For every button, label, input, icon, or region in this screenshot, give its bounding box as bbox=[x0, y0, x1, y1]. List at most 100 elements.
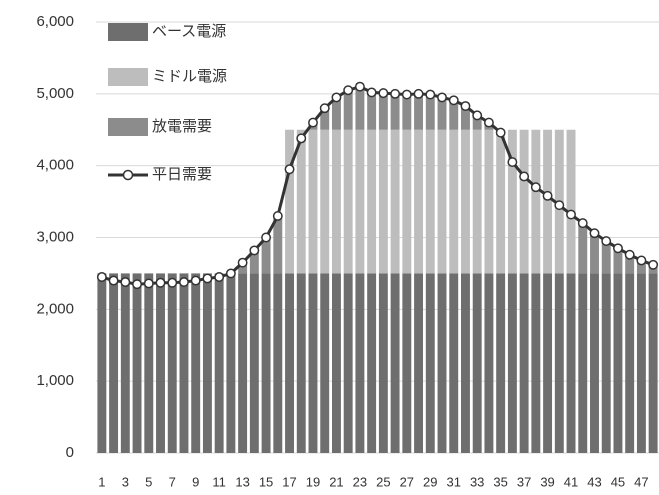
bar bbox=[132, 273, 142, 453]
line-point bbox=[612, 243, 623, 254]
bar bbox=[425, 273, 435, 453]
line-point bbox=[202, 273, 213, 284]
bar bbox=[507, 129, 517, 274]
x-tick-label: 23 bbox=[353, 474, 367, 489]
x-tick-label: 7 bbox=[169, 474, 176, 489]
bar bbox=[378, 93, 388, 130]
bar bbox=[636, 260, 646, 274]
bar bbox=[249, 250, 259, 274]
bar bbox=[578, 223, 588, 274]
legend-marker bbox=[122, 169, 134, 181]
x-tick-label: 3 bbox=[122, 474, 129, 489]
legend-label: 放電需要 bbox=[152, 118, 212, 135]
bar bbox=[343, 273, 353, 453]
bar bbox=[425, 94, 435, 130]
bar bbox=[331, 273, 341, 453]
line-point bbox=[425, 89, 436, 100]
line-point bbox=[249, 245, 260, 256]
x-tick-label: 1 bbox=[98, 474, 105, 489]
bar bbox=[554, 273, 564, 453]
line-point bbox=[179, 277, 189, 287]
bar bbox=[261, 273, 271, 453]
legend-label: ミドル電源 bbox=[152, 68, 227, 85]
line-point bbox=[472, 110, 483, 121]
bar bbox=[249, 273, 259, 453]
bar bbox=[355, 86, 365, 130]
x-tick-label: 35 bbox=[493, 474, 507, 489]
bar bbox=[590, 233, 599, 274]
bar bbox=[378, 129, 388, 274]
line-point bbox=[378, 88, 389, 99]
line-point bbox=[589, 228, 600, 239]
legend-swatch bbox=[108, 68, 148, 86]
bar bbox=[449, 129, 459, 274]
x-tick-label: 33 bbox=[470, 474, 484, 489]
bar bbox=[543, 273, 553, 453]
bar bbox=[613, 248, 623, 274]
x-tick-label: 31 bbox=[447, 474, 461, 489]
x-tick-label: 43 bbox=[587, 474, 601, 489]
x-tick-label: 21 bbox=[329, 474, 343, 489]
bar bbox=[179, 273, 189, 453]
bar bbox=[390, 129, 400, 274]
line-point bbox=[296, 133, 307, 144]
y-tick-label: 5,000 bbox=[36, 85, 74, 102]
bar bbox=[331, 97, 341, 130]
bar bbox=[343, 129, 353, 274]
line-point bbox=[566, 209, 576, 220]
bar bbox=[531, 129, 541, 274]
x-tick-label: 41 bbox=[564, 474, 578, 489]
bar bbox=[578, 273, 588, 453]
line-point bbox=[577, 218, 588, 229]
bar bbox=[472, 115, 482, 130]
line-point bbox=[601, 236, 612, 247]
bar bbox=[519, 273, 529, 453]
bar bbox=[484, 273, 494, 453]
bar bbox=[285, 129, 294, 274]
bar bbox=[167, 273, 177, 453]
y-tick-label: 2,000 bbox=[36, 300, 74, 317]
bar bbox=[202, 273, 212, 453]
line-point bbox=[284, 164, 295, 175]
bar bbox=[625, 254, 635, 274]
bar bbox=[191, 273, 201, 453]
x-tick-label: 5 bbox=[145, 474, 152, 489]
bar bbox=[367, 273, 377, 453]
bar bbox=[273, 273, 283, 453]
line-point bbox=[460, 101, 471, 111]
line-point bbox=[167, 277, 178, 288]
bar bbox=[97, 273, 107, 453]
bar bbox=[226, 273, 236, 453]
bar bbox=[648, 273, 658, 453]
bar bbox=[109, 273, 119, 453]
bar bbox=[402, 129, 412, 274]
line-point bbox=[120, 277, 131, 287]
bar bbox=[261, 237, 271, 274]
line-point bbox=[331, 92, 342, 103]
line-point bbox=[108, 275, 119, 286]
line-point bbox=[261, 232, 272, 243]
bar bbox=[367, 92, 377, 130]
line-point bbox=[132, 279, 143, 290]
line-point bbox=[437, 92, 447, 103]
bar bbox=[414, 93, 424, 130]
line-point bbox=[413, 88, 424, 99]
bar bbox=[566, 129, 576, 274]
line-point bbox=[519, 171, 530, 182]
bar bbox=[320, 108, 330, 130]
x-tick-label: 47 bbox=[634, 474, 648, 489]
line-point bbox=[448, 95, 459, 106]
bar bbox=[543, 129, 553, 274]
line-point bbox=[624, 249, 635, 260]
bar bbox=[285, 273, 294, 453]
bar bbox=[590, 273, 599, 453]
bar bbox=[566, 273, 576, 453]
line-point bbox=[308, 117, 318, 128]
line-point bbox=[354, 81, 365, 92]
x-tick-label: 13 bbox=[235, 474, 249, 489]
bar bbox=[238, 262, 248, 274]
bar bbox=[355, 129, 365, 274]
bar bbox=[214, 273, 224, 453]
bar bbox=[449, 273, 459, 453]
